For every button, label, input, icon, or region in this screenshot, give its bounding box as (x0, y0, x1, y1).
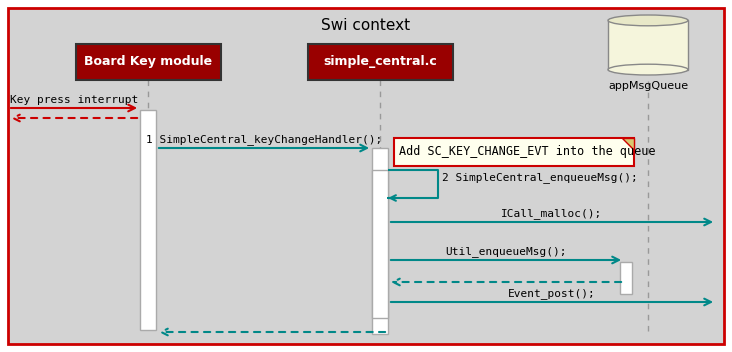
Text: Swi context: Swi context (321, 18, 411, 33)
Bar (307, 44, 452, 80)
Text: Add SC_KEY_CHANGE_EVT into the queue: Add SC_KEY_CHANGE_EVT into the queue (399, 145, 655, 158)
Text: appMsgQueue: appMsgQueue (608, 81, 688, 91)
Bar (372, 148, 388, 334)
Bar (372, 170, 388, 318)
Text: Event_post();: Event_post(); (508, 288, 596, 299)
Text: Util_enqueueMsg();: Util_enqueueMsg(); (445, 246, 567, 257)
Ellipse shape (608, 64, 688, 75)
Text: ICall_malloc();: ICall_malloc(); (501, 208, 602, 219)
Bar (608, 20, 688, 70)
Bar (620, 262, 632, 294)
Text: 2 SimpleCentral_enqueueMsg();: 2 SimpleCentral_enqueueMsg(); (442, 172, 638, 183)
Ellipse shape (608, 15, 688, 26)
Bar (394, 138, 634, 166)
Text: Board Key module: Board Key module (84, 56, 212, 69)
Bar (75, 44, 220, 80)
Text: 1 SimpleCentral_keyChangeHandler();: 1 SimpleCentral_keyChangeHandler(); (146, 134, 382, 145)
Text: simple_central.c: simple_central.c (323, 56, 437, 69)
Text: Key press interrupt: Key press interrupt (10, 95, 138, 105)
Bar (140, 110, 156, 330)
Polygon shape (622, 138, 634, 150)
